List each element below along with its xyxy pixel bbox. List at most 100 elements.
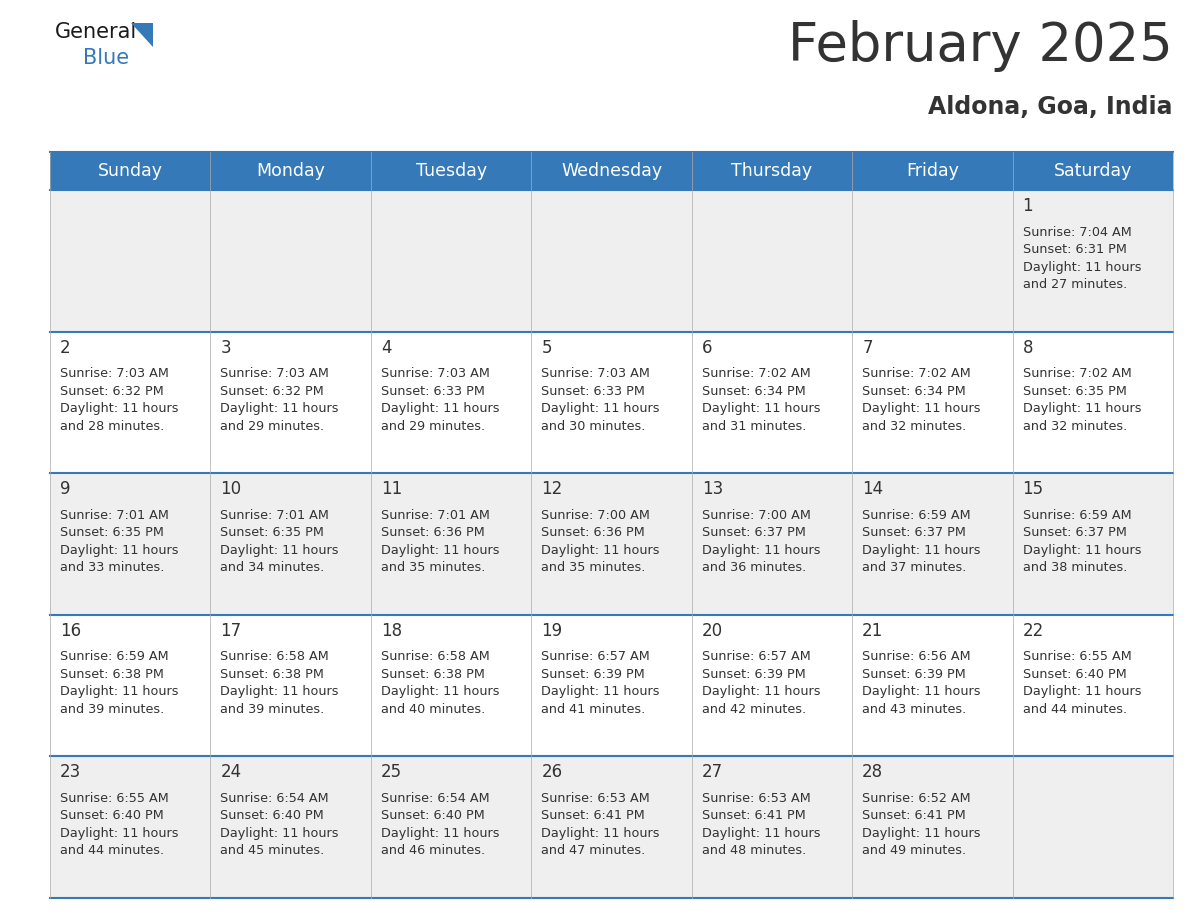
Text: 13: 13 [702,480,723,498]
Text: 17: 17 [221,621,241,640]
Text: and 46 minutes.: and 46 minutes. [381,845,485,857]
Text: Sunset: 6:35 PM: Sunset: 6:35 PM [61,526,164,539]
Text: 20: 20 [702,621,722,640]
Text: and 42 minutes.: and 42 minutes. [702,703,805,716]
Text: Daylight: 11 hours: Daylight: 11 hours [221,543,339,556]
Text: Sunrise: 7:03 AM: Sunrise: 7:03 AM [221,367,329,380]
Text: Daylight: 11 hours: Daylight: 11 hours [381,402,499,415]
Text: Sunrise: 6:55 AM: Sunrise: 6:55 AM [61,792,169,805]
Text: Daylight: 11 hours: Daylight: 11 hours [1023,686,1140,699]
Text: Sunrise: 7:02 AM: Sunrise: 7:02 AM [862,367,971,380]
Text: Sunset: 6:33 PM: Sunset: 6:33 PM [381,385,485,397]
Text: Sunrise: 6:59 AM: Sunrise: 6:59 AM [61,650,169,664]
Text: Sunrise: 7:01 AM: Sunrise: 7:01 AM [381,509,489,521]
Bar [50,473,1173,615]
Text: Tuesday: Tuesday [416,162,487,180]
Text: Daylight: 11 hours: Daylight: 11 hours [61,686,178,699]
Text: and 47 minutes.: and 47 minutes. [542,845,645,857]
Text: Sunday: Sunday [97,162,163,180]
Text: and 37 minutes.: and 37 minutes. [862,561,967,574]
Text: Sunrise: 6:58 AM: Sunrise: 6:58 AM [381,650,489,664]
Text: Daylight: 11 hours: Daylight: 11 hours [1023,402,1140,415]
Text: Daylight: 11 hours: Daylight: 11 hours [862,402,980,415]
Text: Sunset: 6:34 PM: Sunset: 6:34 PM [862,385,966,397]
Text: Sunset: 6:40 PM: Sunset: 6:40 PM [1023,667,1126,681]
Text: 6: 6 [702,339,713,356]
Text: General: General [55,22,138,42]
Text: 8: 8 [1023,339,1034,356]
Text: Sunrise: 6:59 AM: Sunrise: 6:59 AM [862,509,971,521]
Polygon shape [131,23,152,47]
Text: and 28 minutes.: and 28 minutes. [61,420,164,432]
Text: and 49 minutes.: and 49 minutes. [862,845,966,857]
Text: Sunset: 6:38 PM: Sunset: 6:38 PM [381,667,485,681]
Text: 22: 22 [1023,621,1044,640]
Text: Sunset: 6:38 PM: Sunset: 6:38 PM [221,667,324,681]
Text: Sunset: 6:37 PM: Sunset: 6:37 PM [1023,526,1126,539]
Text: Sunrise: 7:03 AM: Sunrise: 7:03 AM [61,367,169,380]
Text: Sunrise: 6:57 AM: Sunrise: 6:57 AM [702,650,810,664]
Text: and 32 minutes.: and 32 minutes. [1023,420,1127,432]
Text: Friday: Friday [906,162,959,180]
Bar [50,152,1173,190]
Text: and 30 minutes.: and 30 minutes. [542,420,645,432]
Text: 1: 1 [1023,197,1034,215]
Text: 25: 25 [381,764,402,781]
Text: and 38 minutes.: and 38 minutes. [1023,561,1127,574]
Text: Sunset: 6:41 PM: Sunset: 6:41 PM [862,810,966,823]
Text: Daylight: 11 hours: Daylight: 11 hours [542,543,659,556]
Text: Daylight: 11 hours: Daylight: 11 hours [61,543,178,556]
Text: Daylight: 11 hours: Daylight: 11 hours [221,827,339,840]
Text: Sunrise: 7:02 AM: Sunrise: 7:02 AM [1023,367,1131,380]
Text: 28: 28 [862,764,883,781]
Text: 11: 11 [381,480,402,498]
Text: Sunrise: 6:56 AM: Sunrise: 6:56 AM [862,650,971,664]
Text: and 44 minutes.: and 44 minutes. [1023,703,1126,716]
Text: Sunset: 6:40 PM: Sunset: 6:40 PM [61,810,164,823]
Text: and 44 minutes.: and 44 minutes. [61,845,164,857]
Text: 23: 23 [61,764,81,781]
Text: 7: 7 [862,339,873,356]
Text: Daylight: 11 hours: Daylight: 11 hours [61,827,178,840]
Text: Sunrise: 7:00 AM: Sunrise: 7:00 AM [702,509,810,521]
Text: 5: 5 [542,339,551,356]
Text: Daylight: 11 hours: Daylight: 11 hours [381,827,499,840]
Text: Sunrise: 6:53 AM: Sunrise: 6:53 AM [542,792,650,805]
Text: 14: 14 [862,480,883,498]
Text: Sunrise: 6:52 AM: Sunrise: 6:52 AM [862,792,971,805]
Text: Sunset: 6:33 PM: Sunset: 6:33 PM [542,385,645,397]
Text: Sunrise: 7:01 AM: Sunrise: 7:01 AM [221,509,329,521]
Text: Sunset: 6:32 PM: Sunset: 6:32 PM [61,385,164,397]
Text: Sunrise: 7:02 AM: Sunrise: 7:02 AM [702,367,810,380]
Text: and 35 minutes.: and 35 minutes. [381,561,485,574]
Text: Blue: Blue [83,48,129,68]
Text: 26: 26 [542,764,562,781]
Text: Sunset: 6:40 PM: Sunset: 6:40 PM [381,810,485,823]
Text: and 39 minutes.: and 39 minutes. [61,703,164,716]
Text: Sunrise: 7:03 AM: Sunrise: 7:03 AM [542,367,650,380]
Text: 10: 10 [221,480,241,498]
Text: Daylight: 11 hours: Daylight: 11 hours [862,543,980,556]
Text: Sunset: 6:39 PM: Sunset: 6:39 PM [702,667,805,681]
Text: 4: 4 [381,339,391,356]
Text: Sunrise: 7:00 AM: Sunrise: 7:00 AM [542,509,650,521]
Text: and 41 minutes.: and 41 minutes. [542,703,645,716]
Text: Sunset: 6:37 PM: Sunset: 6:37 PM [702,526,805,539]
Text: Daylight: 11 hours: Daylight: 11 hours [702,686,820,699]
Text: Sunset: 6:32 PM: Sunset: 6:32 PM [221,385,324,397]
Text: 15: 15 [1023,480,1044,498]
Text: Daylight: 11 hours: Daylight: 11 hours [221,686,339,699]
Text: Sunset: 6:35 PM: Sunset: 6:35 PM [1023,385,1126,397]
Text: Saturday: Saturday [1054,162,1132,180]
Text: Daylight: 11 hours: Daylight: 11 hours [862,686,980,699]
Text: Wednesday: Wednesday [561,162,662,180]
Text: and 29 minutes.: and 29 minutes. [381,420,485,432]
Text: Sunset: 6:39 PM: Sunset: 6:39 PM [862,667,966,681]
Text: Sunrise: 6:58 AM: Sunrise: 6:58 AM [221,650,329,664]
Text: and 36 minutes.: and 36 minutes. [702,561,805,574]
Text: Sunrise: 7:03 AM: Sunrise: 7:03 AM [381,367,489,380]
Text: and 35 minutes.: and 35 minutes. [542,561,645,574]
Text: Sunrise: 6:57 AM: Sunrise: 6:57 AM [542,650,650,664]
Text: Daylight: 11 hours: Daylight: 11 hours [61,402,178,415]
Text: Daylight: 11 hours: Daylight: 11 hours [542,827,659,840]
